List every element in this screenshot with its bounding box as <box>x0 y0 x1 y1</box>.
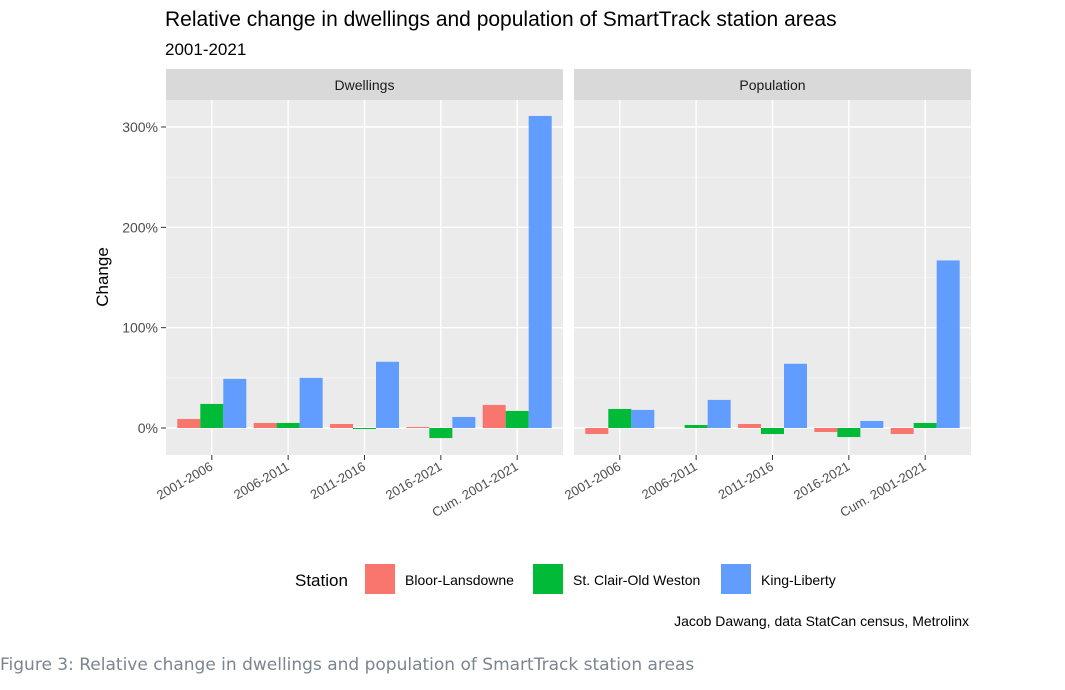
bar-bloor-lansdowne <box>738 423 761 428</box>
bar-st-clair-old-weston <box>684 424 708 428</box>
chart: Relative change in dwellings and populat… <box>93 8 971 629</box>
bar-bloor-lansdowne <box>253 422 277 428</box>
figure-caption: Figure 3: Relative change in dwellings a… <box>0 655 695 675</box>
x-tick-label: 2006-2011 <box>231 459 292 503</box>
x-tick-label: 2001-2006 <box>562 459 623 503</box>
chart-subtitle: 2001-2021 <box>165 40 246 59</box>
bar-st-clair-old-weston <box>353 428 376 430</box>
bar-king-liberty <box>223 378 247 428</box>
bar-bloor-lansdowne <box>890 428 914 435</box>
x-tick-label: 2016-2021 <box>791 459 852 503</box>
bar-king-liberty <box>376 361 399 428</box>
x-tick-label: 2006-2011 <box>639 459 700 503</box>
bar-king-liberty <box>707 399 731 428</box>
x-tick-label: Cum. 2001-2021 <box>837 459 928 520</box>
x-tick-label: 2016-2021 <box>383 459 444 503</box>
bar-king-liberty <box>528 115 552 429</box>
legend-label: St. Clair-Old Weston <box>573 572 700 588</box>
chart-title: Relative change in dwellings and populat… <box>165 8 837 31</box>
legend-title: Station <box>295 571 348 590</box>
panel-dwellings: Dwellings 2001-2006 2006-2011 2011-2016 2016… <box>122 69 563 520</box>
y-tick-label: 0% <box>138 420 158 436</box>
legend-item-king-liberty: King-Liberty <box>721 564 836 594</box>
legend-label: King-Liberty <box>761 572 836 588</box>
bar-bloor-lansdowne <box>585 428 609 435</box>
y-tick-label: 300% <box>122 119 158 135</box>
legend-item-bloor-lansdowne: Bloor-Lansdowne <box>365 564 514 594</box>
panel-population: Population 2001-2006 2006-2011 2011-2016 201… <box>562 69 971 520</box>
panel-strip <box>166 69 563 100</box>
legend-label: Bloor-Lansdowne <box>405 572 514 588</box>
bar-st-clair-old-weston <box>608 408 632 428</box>
panel-title: Population <box>739 77 805 93</box>
bar-bloor-lansdowne <box>814 428 838 433</box>
x-tick-label: 2001-2006 <box>154 459 215 503</box>
bar-king-liberty <box>631 409 655 428</box>
y-tick-label: 100% <box>122 320 158 336</box>
bar-bloor-lansdowne <box>482 404 506 428</box>
bar-st-clair-old-weston <box>429 428 453 439</box>
legend-key <box>533 564 563 594</box>
bar-king-liberty <box>936 260 960 428</box>
y-axis-title: Change <box>93 247 112 307</box>
bar-st-clair-old-weston <box>913 422 937 428</box>
x-tick-label: 2011-2016 <box>715 459 776 503</box>
chart-source-caption: Jacob Dawang, data StatCan census, Metro… <box>674 613 969 629</box>
panel-strip <box>574 69 971 100</box>
bar-bloor-lansdowne <box>330 423 353 428</box>
x-tick-label: 2011-2016 <box>307 459 368 503</box>
bar-st-clair-old-weston <box>276 422 300 428</box>
panel-title: Dwellings <box>335 77 395 93</box>
x-tick-label: Cum. 2001-2021 <box>429 459 520 520</box>
bar-bloor-lansdowne <box>406 426 430 428</box>
bar-st-clair-old-weston <box>200 403 224 428</box>
bar-king-liberty <box>299 377 323 428</box>
y-tick-label: 200% <box>122 219 158 235</box>
bar-king-liberty <box>452 416 476 428</box>
legend-item-st-clair-old-weston: St. Clair-Old Weston <box>533 564 700 594</box>
bar-king-liberty <box>860 420 884 428</box>
legend-key <box>365 564 395 594</box>
bar-king-liberty <box>784 363 807 428</box>
bar-bloor-lansdowne <box>177 418 201 428</box>
bar-st-clair-old-weston <box>837 428 861 438</box>
bar-st-clair-old-weston <box>505 410 529 428</box>
bar-st-clair-old-weston <box>761 428 784 435</box>
legend-key <box>721 564 751 594</box>
